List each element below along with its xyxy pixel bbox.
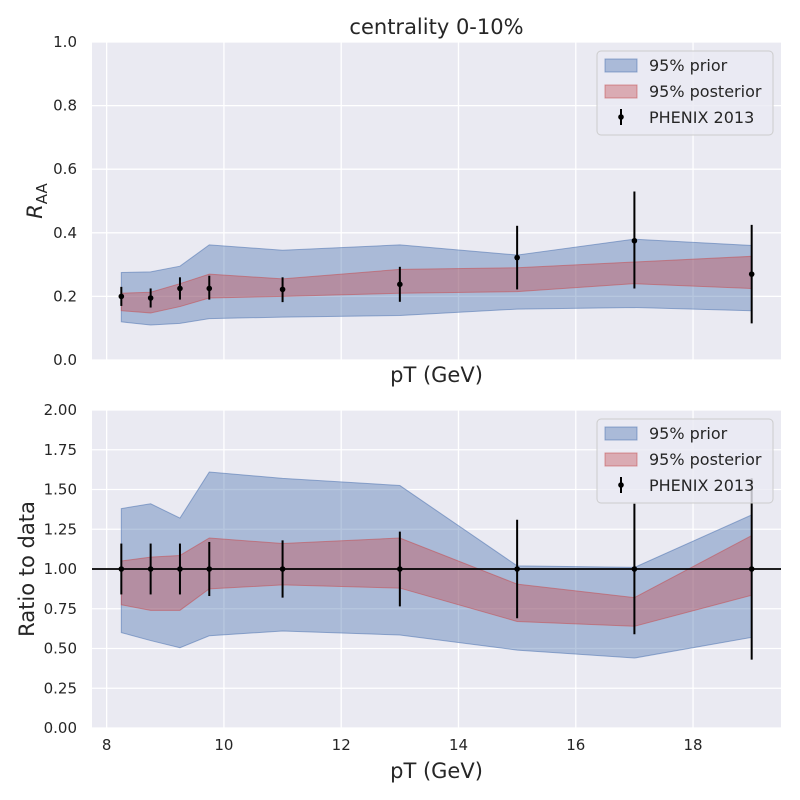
y-axis-label-main: Ratio to data <box>15 501 39 637</box>
data-point <box>279 566 286 572</box>
y-axis-label: Ratio to data <box>15 501 39 637</box>
x-axis-label: pT (GeV) <box>390 759 483 783</box>
bottom-panel-ratio: 0.00 0.25 0.50 0.75 1.00 1.25 1.50 1.75 2.00 8 10 1… <box>15 401 781 783</box>
data-point <box>177 285 183 292</box>
x-tick-label: 16 <box>566 736 585 754</box>
y-tick-label: 1.0 <box>53 33 77 51</box>
legend-label: PHENIX 2013 <box>649 476 754 495</box>
y-tick-label: 0.6 <box>53 160 77 178</box>
legend-posterior-swatch <box>604 452 638 467</box>
legend-label: 95% posterior <box>649 450 762 469</box>
legend-frame <box>596 418 774 504</box>
legend-posterior-swatch <box>604 84 638 99</box>
x-tick-label: 18 <box>683 736 702 754</box>
legend: 95% prior 95% posterior PHENIX 2013 <box>596 50 774 136</box>
chart-title: centrality 0-10% <box>349 15 523 39</box>
legend-data-marker <box>618 482 624 488</box>
legend-label: 95% posterior <box>649 82 762 101</box>
y-tick-label: 0.50 <box>44 640 77 658</box>
y-tick-label: 1.75 <box>44 441 77 459</box>
legend-label: 95% prior <box>649 424 728 443</box>
y-tick-label: 0.8 <box>53 97 77 115</box>
y-tick-label: 0.0 <box>53 351 77 369</box>
legend-label: PHENIX 2013 <box>649 108 754 127</box>
y-axis-label: RAA <box>23 183 51 219</box>
x-tick-label: 8 <box>102 736 112 754</box>
legend-prior-swatch <box>604 426 638 441</box>
x-tick-label: 12 <box>332 736 351 754</box>
y-axis-label-main: R <box>23 204 47 219</box>
legend: 95% prior 95% posterior PHENIX 2013 <box>596 418 774 504</box>
data-point <box>206 285 213 292</box>
top-panel-rAA: 0.0 0.2 0.4 0.6 0.8 1.0 pT (GeV) RAA centrality … <box>23 15 781 387</box>
y-axis-label-subscript: AA <box>33 183 51 205</box>
legend-prior-swatch <box>604 58 638 73</box>
legend-label: 95% prior <box>649 56 728 75</box>
data-point <box>397 566 403 572</box>
data-point <box>514 566 520 572</box>
data-point <box>397 281 403 288</box>
data-point <box>147 295 154 301</box>
legend-frame <box>596 50 774 136</box>
data-point <box>118 293 125 300</box>
x-tick-label: 14 <box>449 736 468 754</box>
data-point <box>118 566 125 572</box>
legend-data-marker <box>618 114 624 120</box>
y-tick-label: 0.00 <box>44 719 77 737</box>
y-tick-label: 1.50 <box>44 481 77 499</box>
data-point <box>279 286 286 293</box>
data-point <box>631 237 638 244</box>
y-tick-label: 0.2 <box>53 287 77 305</box>
data-point <box>147 566 154 572</box>
y-tick-label: 2.00 <box>44 401 77 419</box>
data-point <box>177 566 183 572</box>
y-tick-label: 1.00 <box>44 560 77 578</box>
x-tick-label: 10 <box>214 736 233 754</box>
data-point <box>514 254 520 261</box>
y-tick-label: 0.4 <box>53 224 77 242</box>
x-axis-label: pT (GeV) <box>390 363 483 387</box>
data-point <box>748 566 755 572</box>
y-tick-label: 0.25 <box>44 679 77 697</box>
data-point <box>631 566 638 572</box>
y-tick-label: 1.25 <box>44 520 77 538</box>
data-point <box>748 271 755 277</box>
data-point <box>206 566 213 572</box>
y-tick-label: 0.75 <box>44 600 77 618</box>
